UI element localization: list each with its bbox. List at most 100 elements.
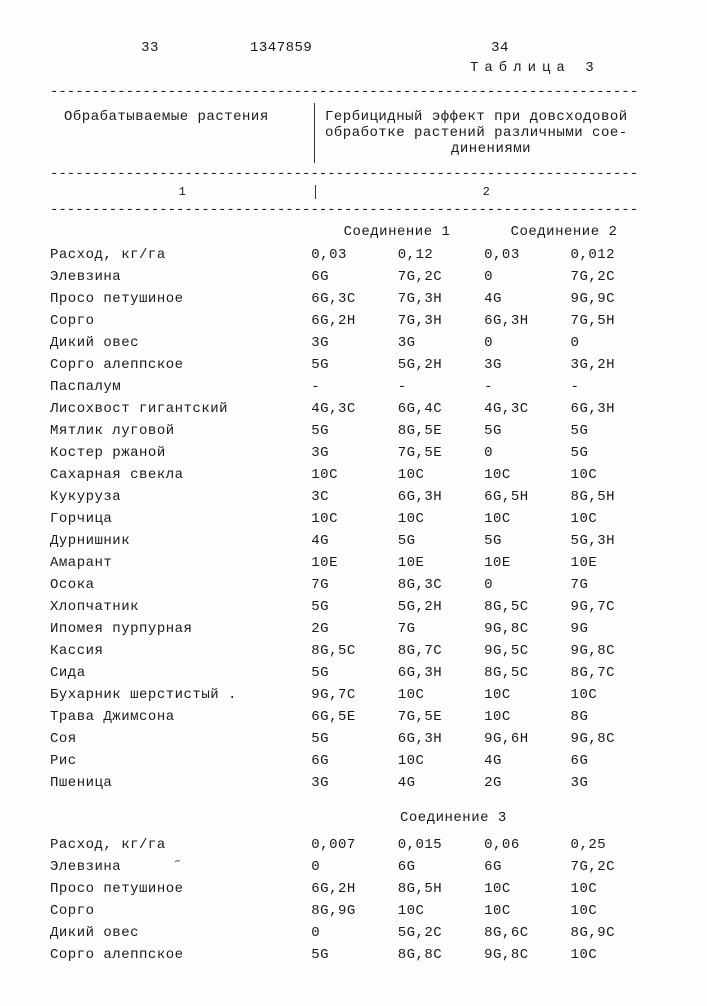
table-row: Сорго8G,9G10C10C10C [50, 900, 657, 922]
table-row: Амарант10E10E10E10E [50, 552, 657, 574]
row-label: Пшеница [50, 772, 311, 794]
row-label: Осока [50, 574, 311, 596]
cell-value: 10C [398, 464, 484, 486]
cell-value: 3G [311, 772, 397, 794]
cell-value: 6G,3H [484, 310, 570, 332]
row-label: Кассия [50, 640, 311, 662]
cell-value: 10C [571, 900, 657, 922]
table-row: Кассия8G,5C8G,7C9G,5C9G,8C [50, 640, 657, 662]
cell-value: 10E [311, 552, 397, 574]
table-row: Дурнишник4G5G5G5G,3H [50, 530, 657, 552]
row-label: Амарант [50, 552, 311, 574]
table-row: Паспалум---- [50, 376, 657, 398]
cell-value: 9G,8C [571, 728, 657, 750]
table-row: Сорго алеппское5G8G,8C9G,8C10C [50, 944, 657, 966]
cell-value: 6G,5H [484, 486, 570, 508]
cell-value: - [484, 376, 570, 398]
row-label: Трава Джимсона [50, 706, 311, 728]
table-row: Элевзина ˝06G6G7G,2C [50, 856, 657, 878]
cell-value: 6G,3C [311, 288, 397, 310]
table-row: Расход, кг/га0,0070,0150,060,25 [50, 834, 657, 856]
cell-value: 6G,2H [311, 310, 397, 332]
cell-value: 10C [484, 706, 570, 728]
row-label: Дурнишник [50, 530, 311, 552]
cell-value: 2G [311, 618, 397, 640]
cell-value: 7G,3H [398, 288, 484, 310]
cell-value: 8G,6C [484, 922, 570, 944]
cell-value: 10C [398, 900, 484, 922]
table-row: Бухарник шерстистый .9G,7C10C10C10C [50, 684, 657, 706]
row-label: Сида [50, 662, 311, 684]
cell-value: 5G,2H [398, 596, 484, 618]
cell-value: 10E [484, 552, 570, 574]
cell-value: 5G [398, 530, 484, 552]
cell-value: 4G,3C [484, 398, 570, 420]
cell-value: 9G,8C [571, 640, 657, 662]
table-row: Пшеница3G4G2G3G [50, 772, 657, 794]
cell-value: - [571, 376, 657, 398]
cell-value: 6G [311, 266, 397, 288]
divider: ----------------------------------------… [50, 166, 657, 182]
table-row: Сида5G6G,3H8G,5C8G,7C [50, 662, 657, 684]
cell-value: 5G [311, 596, 397, 618]
row-label: Элевзина ˝ [50, 856, 311, 878]
cell-value: 10C [484, 508, 570, 530]
page-num-right: 34 [410, 40, 590, 56]
cell-value: 9G,9C [571, 288, 657, 310]
cell-value: 6G [484, 856, 570, 878]
row-label: Просо петушиное [50, 288, 311, 310]
cell-value: 10C [311, 508, 397, 530]
cell-value: 0,007 [311, 834, 397, 856]
cell-value: 8G,5E [398, 420, 484, 442]
row-label: Сорго [50, 310, 311, 332]
table-row: Соя5G6G,3H9G,6H9G,8C [50, 728, 657, 750]
column-group-header: Соединение 1 Соединение 2 [50, 224, 657, 240]
cell-value: - [398, 376, 484, 398]
table-row: Дикий овес3G3G00 [50, 332, 657, 354]
row-label: Паспалум [50, 376, 311, 398]
cell-value: 2G [484, 772, 570, 794]
table-row: Лисохвост гигантский4G,3C6G,4C4G,3C6G,3H [50, 398, 657, 420]
cell-value: 7G,5E [398, 706, 484, 728]
cell-value: 3G [484, 354, 570, 376]
cell-value: 9G,8C [484, 618, 570, 640]
cell-value: 10C [484, 878, 570, 900]
table-header: Обрабатываемые растения Гербицидный эффе… [50, 103, 657, 163]
cell-value: 5G [311, 944, 397, 966]
cell-value: 8G,7C [398, 640, 484, 662]
table-row: Рис6G10C4G6G [50, 750, 657, 772]
cell-value: 5G [311, 662, 397, 684]
row-label: Бухарник шерстистый . [50, 684, 311, 706]
cell-value: 9G [571, 618, 657, 640]
cell-value: 7G [311, 574, 397, 596]
cell-value: 6G,3H [398, 728, 484, 750]
cell-value: 4G [484, 288, 570, 310]
cell-value: 5G,3H [571, 530, 657, 552]
cell-value: 0 [484, 574, 570, 596]
cell-value: 9G,6H [484, 728, 570, 750]
cell-value: 9G,7C [311, 684, 397, 706]
row-label: Сорго алеппское [50, 354, 311, 376]
cell-value: 10C [571, 464, 657, 486]
cell-value: 5G [311, 420, 397, 442]
table-row: Дикий овес05G,2C8G,6C8G,9C [50, 922, 657, 944]
row-label: Лисохвост гигантский [50, 398, 311, 420]
cell-value: 0 [311, 856, 397, 878]
cell-value: 6G,3H [398, 662, 484, 684]
table-row: Просо петушиное6G,3C7G,3H4G9G,9C [50, 288, 657, 310]
table-row: Ипомея пурпурная2G7G9G,8C9G [50, 618, 657, 640]
cell-value: 0,015 [398, 834, 484, 856]
table-row: Хлопчатник5G5G,2H8G,5C9G,7C [50, 596, 657, 618]
cell-value: 9G,5C [484, 640, 570, 662]
page-num-left: 33 [50, 40, 250, 56]
cell-value: 7G [398, 618, 484, 640]
cell-value: 8G,5H [398, 878, 484, 900]
row-label: Сорго алеппское [50, 944, 311, 966]
divider: ----------------------------------------… [50, 84, 657, 100]
table-row: Сахарная свекла10C10C10C10C [50, 464, 657, 486]
table-row: Сорго алеппское5G5G,2H3G3G,2H [50, 354, 657, 376]
cell-value: 5G [311, 354, 397, 376]
cell-value: 3G [311, 442, 397, 464]
row-label: Соя [50, 728, 311, 750]
row-label: Кукуруза [50, 486, 311, 508]
